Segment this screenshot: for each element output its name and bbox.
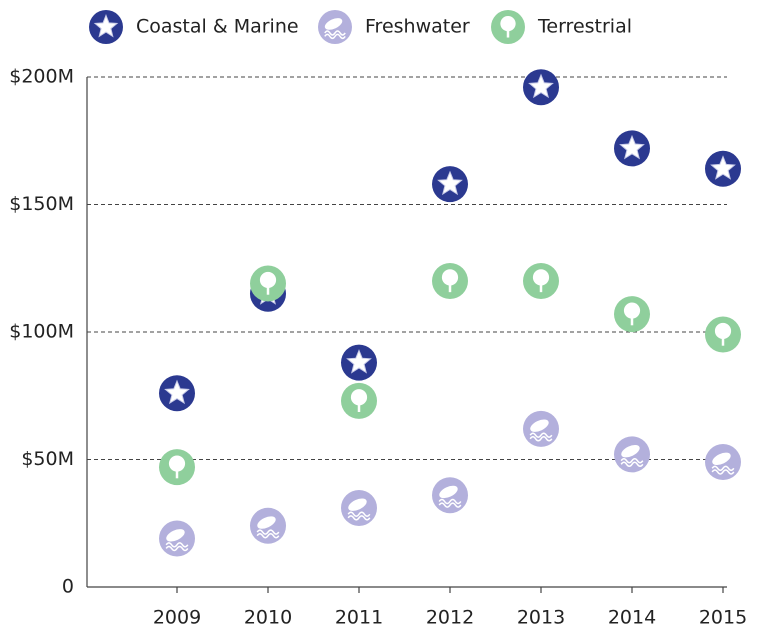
star-glyph bbox=[437, 170, 463, 196]
tree-crown bbox=[350, 389, 368, 406]
wave-glyph bbox=[438, 502, 462, 508]
tree-crown bbox=[532, 269, 550, 286]
data-point bbox=[523, 69, 559, 106]
tree-crown bbox=[441, 269, 459, 286]
data-point bbox=[159, 449, 195, 486]
data-point bbox=[523, 263, 559, 299]
tree-crown bbox=[259, 271, 277, 289]
y-tick-label: $200M bbox=[9, 66, 74, 88]
x-tick-label: 2015 bbox=[699, 607, 747, 629]
wave-glyph bbox=[620, 457, 644, 464]
star-glyph bbox=[528, 73, 554, 99]
data-point bbox=[523, 410, 559, 447]
data-point bbox=[159, 375, 195, 412]
wave-glyph bbox=[256, 529, 280, 535]
tree-crown bbox=[714, 322, 732, 340]
data-point bbox=[705, 150, 741, 187]
y-tick-label: $150M bbox=[9, 193, 74, 215]
fish-glyph bbox=[166, 529, 185, 542]
data-point bbox=[159, 520, 195, 557]
x-tick-label: 2013 bbox=[517, 607, 565, 629]
legend-label: Freshwater bbox=[365, 16, 470, 38]
wave-glyph bbox=[529, 436, 553, 442]
wave-glyph bbox=[165, 542, 189, 548]
data-point bbox=[432, 166, 468, 203]
x-tick-label: 2010 bbox=[244, 607, 292, 629]
wave-glyph bbox=[620, 461, 644, 468]
data-point bbox=[614, 436, 650, 473]
data-point bbox=[341, 344, 377, 381]
fish-glyph bbox=[257, 516, 276, 529]
legend-item: Terrestrial bbox=[491, 10, 632, 44]
x-tick-label: 2011 bbox=[335, 607, 383, 629]
wave-glyph bbox=[256, 532, 280, 539]
tree-crown bbox=[168, 455, 186, 472]
data-point bbox=[250, 507, 286, 544]
star-glyph bbox=[710, 155, 736, 180]
fish-glyph bbox=[439, 485, 458, 499]
wave-glyph bbox=[438, 498, 462, 505]
x-tick-label: 2014 bbox=[608, 607, 656, 629]
tree-crown bbox=[500, 15, 516, 32]
data-point bbox=[341, 382, 377, 419]
fish-glyph bbox=[621, 444, 640, 458]
data-point bbox=[705, 316, 741, 353]
data-point bbox=[432, 263, 468, 299]
star-glyph bbox=[164, 379, 190, 405]
data-point bbox=[614, 130, 650, 167]
wave-glyph bbox=[165, 545, 189, 552]
legend-item: Freshwater bbox=[318, 10, 470, 44]
fish-glyph bbox=[530, 419, 549, 432]
wave-glyph bbox=[347, 515, 371, 521]
y-tick-label: 0 bbox=[62, 576, 74, 598]
legend-item: Coastal & Marine bbox=[89, 10, 299, 44]
wave-glyph bbox=[711, 469, 735, 475]
y-tick-label: $50M bbox=[21, 448, 74, 470]
data-point bbox=[614, 296, 650, 333]
data-point bbox=[432, 477, 468, 514]
data-point bbox=[705, 444, 741, 481]
y-tick-label: $100M bbox=[9, 321, 74, 343]
star-glyph bbox=[619, 134, 645, 160]
wave-glyph bbox=[529, 432, 553, 438]
fish-glyph bbox=[324, 18, 343, 30]
tree-crown bbox=[623, 302, 641, 319]
x-tick-label: 2009 bbox=[153, 607, 201, 629]
fish-glyph bbox=[712, 452, 731, 465]
wave-glyph bbox=[347, 511, 371, 517]
data-point bbox=[250, 265, 286, 302]
x-tick-label: 2012 bbox=[426, 607, 474, 629]
star-glyph bbox=[346, 349, 372, 374]
wave-glyph bbox=[324, 30, 346, 36]
fish-glyph bbox=[348, 498, 367, 511]
legend-label: Terrestrial bbox=[537, 16, 632, 38]
wave-glyph bbox=[324, 33, 346, 40]
wave-glyph bbox=[711, 465, 735, 472]
star-glyph bbox=[93, 14, 119, 38]
data-point bbox=[341, 489, 377, 526]
legend-label: Coastal & Marine bbox=[136, 16, 299, 38]
